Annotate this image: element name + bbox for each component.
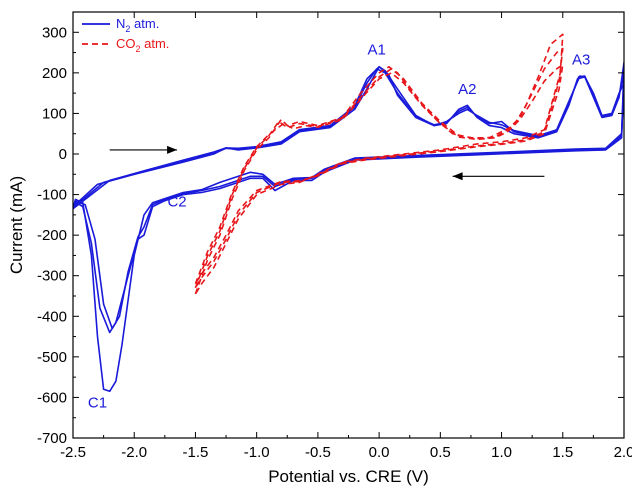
x-tick-label: -2.5 xyxy=(60,444,86,461)
peak-label-a1: A1 xyxy=(367,42,385,59)
scan-arrow-left-head xyxy=(452,172,463,181)
peak-label-a2: A2 xyxy=(458,81,476,98)
x-tick-label: -1.5 xyxy=(183,444,209,461)
series-1-cycle-2-line xyxy=(194,63,564,285)
series-0-cycle-2-line xyxy=(73,66,624,393)
scan-arrow-right-head xyxy=(167,145,178,154)
series-layer xyxy=(73,33,624,393)
y-tick-label: 100 xyxy=(42,105,67,122)
series-0-cycle-1-line xyxy=(73,68,624,330)
y-axis-title: Current (mA) xyxy=(7,176,26,274)
x-tick-label: 1.5 xyxy=(552,444,573,461)
y-tick-label: -500 xyxy=(37,349,67,366)
legend-label-1: CO2 atm. xyxy=(116,36,169,54)
x-tick-label: 0.0 xyxy=(369,444,390,461)
axis-ticks: -2.5 -2.0 -1.5 -1.0 -0.5 0.0 0.5 1.0 1.5 2.0 -700 -… xyxy=(37,12,632,461)
series-1-cycle-0-line xyxy=(194,33,564,295)
y-tick-label: -600 xyxy=(37,389,67,406)
peak-label-c2: C2 xyxy=(167,194,186,211)
y-tick-label: -700 xyxy=(37,430,67,447)
x-tick-label: -2.0 xyxy=(121,444,147,461)
x-tick-label: 0.5 xyxy=(430,444,451,461)
legend-label-0: N2 atm. xyxy=(116,16,159,34)
y-tick-label: 200 xyxy=(42,65,67,82)
x-tick-label: 2.0 xyxy=(614,444,632,461)
series-1-cycle-1-line xyxy=(194,47,564,289)
peak-label-a3: A3 xyxy=(572,52,590,69)
y-tick-label: 300 xyxy=(42,24,67,41)
annotations-layer: A1 A2 A3 C1 C2 xyxy=(88,42,590,412)
peak-label-c1: C1 xyxy=(88,395,107,412)
arrows-layer xyxy=(109,145,545,181)
legend: N2 atm. CO2 atm. xyxy=(82,16,169,54)
x-tick-label: -1.0 xyxy=(244,444,270,461)
y-tick-label: -400 xyxy=(37,308,67,325)
y-tick-label: -200 xyxy=(37,227,67,244)
series-0-cycle-0-line xyxy=(73,61,624,334)
x-tick-label: 1.0 xyxy=(491,444,512,461)
x-axis-title: Potential vs. CRE (V) xyxy=(268,467,429,486)
y-tick-label: 0 xyxy=(59,146,67,163)
y-tick-label: -300 xyxy=(37,268,67,285)
plot-frame xyxy=(72,11,625,439)
x-tick-label: -0.5 xyxy=(305,444,331,461)
y-tick-label: -100 xyxy=(37,187,67,204)
